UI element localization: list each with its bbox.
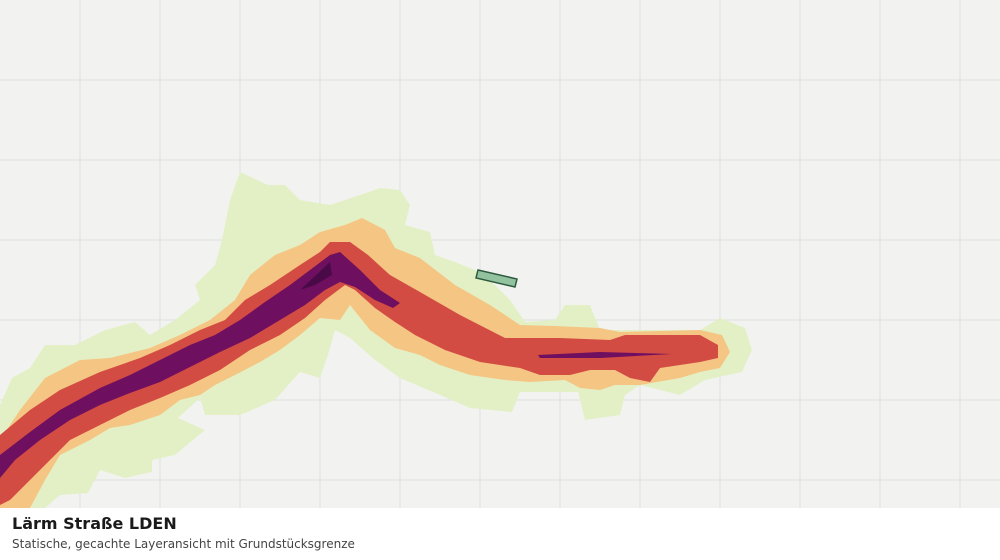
noise-zone-extreme bbox=[300, 262, 332, 290]
layer-title: Lärm Straße LDEN bbox=[12, 514, 177, 533]
caption: Lärm Straße LDEN Statische, gecachte Lay… bbox=[0, 508, 1000, 560]
map-view bbox=[0, 0, 1000, 508]
parcel-boundary[interactable] bbox=[475, 269, 518, 288]
noise-zone-low bbox=[0, 172, 752, 508]
layer-subtitle: Statische, gecachte Layeransicht mit Gru… bbox=[12, 537, 355, 551]
noise-zone-very-high bbox=[538, 352, 672, 358]
tile-grid bbox=[0, 0, 1000, 508]
noise-zone-very-high bbox=[0, 252, 400, 478]
